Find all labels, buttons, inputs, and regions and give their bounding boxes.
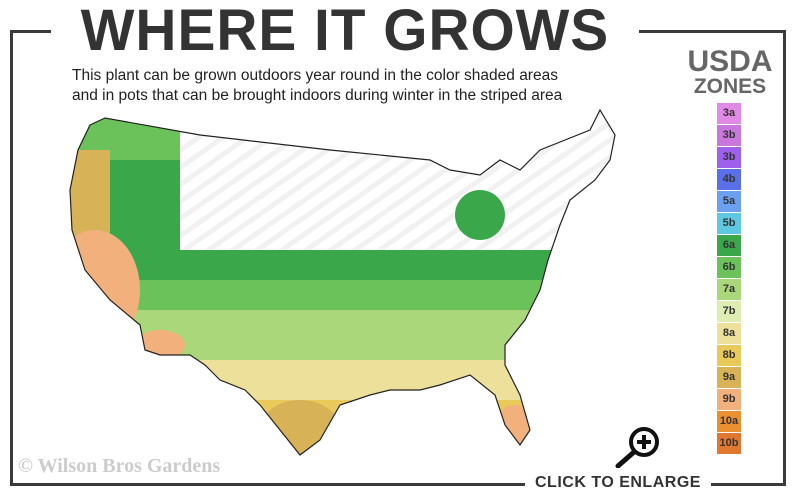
legend-zone-10b: 10b [717, 433, 741, 455]
page-title: WHERE IT GROWS [51, 2, 639, 60]
legend-zone-10a: 10a [717, 411, 741, 433]
legend-zone-5a: 5a [717, 191, 741, 213]
legend-zone-3b: 3b [717, 147, 741, 169]
legend-zone-7b: 7b [717, 301, 741, 323]
legend-zone-3a: 3a [717, 103, 741, 125]
legend-zone-8a: 8a [717, 323, 741, 345]
legend-zone-4b: 4b [717, 169, 741, 191]
magnifier-plus-icon[interactable] [608, 424, 664, 468]
legend-zone-6a: 6a [717, 235, 741, 257]
legend-zone-9a: 9a [717, 367, 741, 389]
copyright-watermark: © Wilson Bros Gardens [18, 455, 221, 477]
legend-title-zones: ZONES [693, 75, 767, 98]
legend-title: USDA ZONES [680, 45, 780, 98]
legend-zone-9b: 9b [717, 389, 741, 411]
click-to-enlarge-link[interactable]: CLICK TO ENLARGE [525, 474, 711, 492]
legend-zone-3b: 3b [717, 125, 741, 147]
subtitle-line-1: This plant can be grown outdoors year ro… [72, 67, 558, 84]
legend-title-usda: USDA [687, 45, 773, 78]
subtitle: This plant can be grown outdoors year ro… [72, 66, 632, 106]
map-zones [70, 110, 615, 455]
legend-zone-8b: 8b [717, 345, 741, 367]
zone-legend: 3a 3b 3b 4b 5a 5b 6a 6b 7a 7b 8a 8b 9a 9b 10a 10b [717, 103, 741, 455]
legend-zone-5b: 5b [717, 213, 741, 235]
legend-zone-7a: 7a [717, 279, 741, 301]
subtitle-line-2: and in pots that can be brought indoors … [72, 87, 563, 104]
us-outline [69, 108, 616, 456]
legend-zone-6b: 6b [717, 257, 741, 279]
